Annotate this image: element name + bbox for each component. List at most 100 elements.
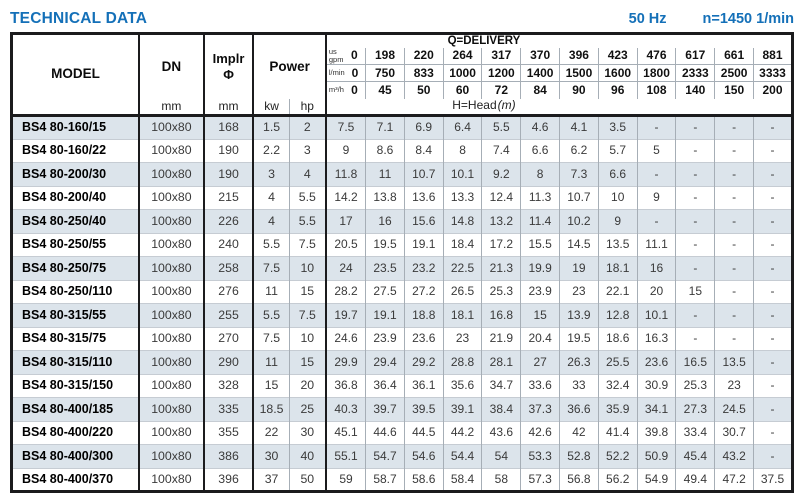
- dn-cell: 100x80: [139, 467, 205, 492]
- table-row: BS4 80-315/110 100x80 290 11 15 29.9 29.4 29.2 2…: [11, 350, 793, 374]
- flow-unit-label: m³/h: [328, 85, 344, 95]
- kw-cell: 37: [253, 467, 290, 492]
- head-cell: -: [753, 420, 793, 445]
- dn-cell: 100x80: [139, 420, 205, 445]
- head-cell: 40.3: [325, 397, 366, 421]
- flow-value: 1000: [442, 64, 482, 82]
- head-cell: 9.2: [481, 162, 521, 186]
- head-cell: 12.4: [481, 185, 521, 210]
- flow-value: 60: [442, 81, 482, 99]
- head-cell: -: [714, 279, 754, 304]
- head-cell: 52.8: [559, 444, 599, 468]
- head-cell: 6.6: [520, 138, 560, 163]
- head-cell: 57.3: [520, 467, 560, 492]
- header-units-row: mm mm kw hp H=Head(m): [12, 98, 793, 116]
- flow-unit-label: l/min: [328, 68, 345, 78]
- flow-value: 396: [559, 47, 599, 65]
- head-unit-label: (m): [497, 98, 516, 112]
- head-cell: 28.2: [325, 279, 366, 304]
- kw-cell: 11: [253, 350, 290, 374]
- table-body: BS4 80-160/15 100x80 168 1.5 2 7.5 7.1 6.9 6.4 5.…: [11, 115, 793, 492]
- head-cell: 22.5: [442, 256, 482, 280]
- hp-cell: 7.5: [288, 303, 327, 327]
- head-cell: -: [753, 397, 793, 421]
- head-cell: 35.6: [442, 373, 482, 398]
- implr-cell: 328: [203, 373, 255, 398]
- flow-value: 661: [714, 47, 754, 65]
- head-cell: -: [636, 209, 676, 233]
- kw-cell: 4: [253, 185, 290, 210]
- head-cell: 15: [675, 279, 715, 304]
- head-cell: 16: [636, 256, 676, 280]
- implr-cell: 215: [203, 185, 255, 210]
- model-cell: BS4 80-250/75: [11, 256, 141, 280]
- head-cell: 19.5: [559, 326, 599, 351]
- implr-cell: 190: [203, 162, 255, 186]
- head-cell: -: [753, 326, 793, 351]
- head-cell: -: [675, 138, 715, 163]
- hp-cell: 15: [288, 279, 327, 304]
- head-cell: 10: [597, 185, 638, 210]
- flow-value: 423: [597, 47, 638, 65]
- head-cell: 23: [442, 326, 482, 351]
- model-cell: BS4 80-200/40: [11, 185, 141, 210]
- table-row: BS4 80-400/220 100x80 355 22 30 45.1 44.6 44.5 4…: [11, 420, 793, 445]
- head-cell: 41.4: [597, 420, 638, 445]
- table-row: BS4 80-160/15 100x80 168 1.5 2 7.5 7.1 6.9 6.4 5.…: [11, 115, 793, 139]
- head-cell: 11.4: [520, 209, 560, 233]
- head-cell: 56.2: [597, 467, 638, 492]
- head-cell: 5.7: [597, 138, 638, 163]
- head-cell: 9: [597, 209, 638, 233]
- head-cell: 7.1: [365, 115, 405, 139]
- head-cell: 14.5: [559, 232, 599, 257]
- head-cell: -: [714, 303, 754, 327]
- head-cell: 3.5: [597, 115, 638, 139]
- dn-cell: 100x80: [139, 232, 205, 257]
- model-cell: BS4 80-400/220: [11, 420, 141, 445]
- model-cell: BS4 80-250/110: [11, 279, 141, 304]
- head-cell: -: [753, 162, 793, 186]
- head-cell: -: [753, 115, 793, 139]
- implr-cell: 290: [203, 350, 255, 374]
- head-cell: 27.5: [365, 279, 405, 304]
- head-cell: 19.7: [325, 303, 366, 327]
- head-cell: 22.1: [597, 279, 638, 304]
- head-cell: 23.6: [636, 350, 676, 374]
- head-cell: 54.7: [365, 444, 405, 468]
- head-cell: 39.5: [403, 397, 444, 421]
- power-column-header: Power: [253, 33, 327, 99]
- head-cell: 11.3: [520, 185, 560, 210]
- table-row: BS4 80-200/30 100x80 190 3 4 11.8 11 10.7 10.1 9.…: [11, 162, 793, 186]
- flow-value: 264: [442, 47, 482, 65]
- head-row-header: H=Head(m): [326, 99, 793, 116]
- flow-value: 1800: [636, 64, 676, 82]
- head-cell: 36.4: [365, 373, 405, 398]
- head-cell: 54.4: [442, 444, 482, 468]
- head-cell: 56.8: [559, 467, 599, 492]
- head-cell: 13.5: [597, 232, 638, 257]
- head-cell: 7.3: [559, 162, 599, 186]
- flow-value: 50: [403, 81, 444, 99]
- dn-cell: 100x80: [139, 209, 205, 233]
- head-cell: 13.6: [403, 185, 444, 210]
- head-cell: 36.1: [403, 373, 444, 398]
- head-cell: 45.1: [325, 420, 366, 445]
- implr-cell: 335: [203, 397, 255, 421]
- flow-row: l/min 0 750 833 1000 1200 1400 1500 1600 1800 2333…: [12, 64, 793, 82]
- head-cell: 9: [325, 138, 366, 163]
- head-cell: 34.1: [636, 397, 676, 421]
- kw-cell: 7.5: [253, 326, 290, 351]
- head-cell: 13.3: [442, 185, 482, 210]
- dn-cell: 100x80: [139, 397, 205, 421]
- head-cell: 23: [559, 279, 599, 304]
- head-cell: 30.9: [636, 373, 676, 398]
- head-cell: 26.3: [559, 350, 599, 374]
- head-cell: 37.3: [520, 397, 560, 421]
- head-cell: 11: [365, 162, 405, 186]
- head-cell: 58.4: [442, 467, 482, 492]
- dn-cell: 100x80: [139, 326, 205, 351]
- topbar: TECHNICAL DATA 50 Hz n=1450 1/min: [10, 0, 794, 32]
- head-cell: -: [675, 256, 715, 280]
- kw-cell: 18.5: [253, 397, 290, 421]
- head-cell: 13.5: [714, 350, 754, 374]
